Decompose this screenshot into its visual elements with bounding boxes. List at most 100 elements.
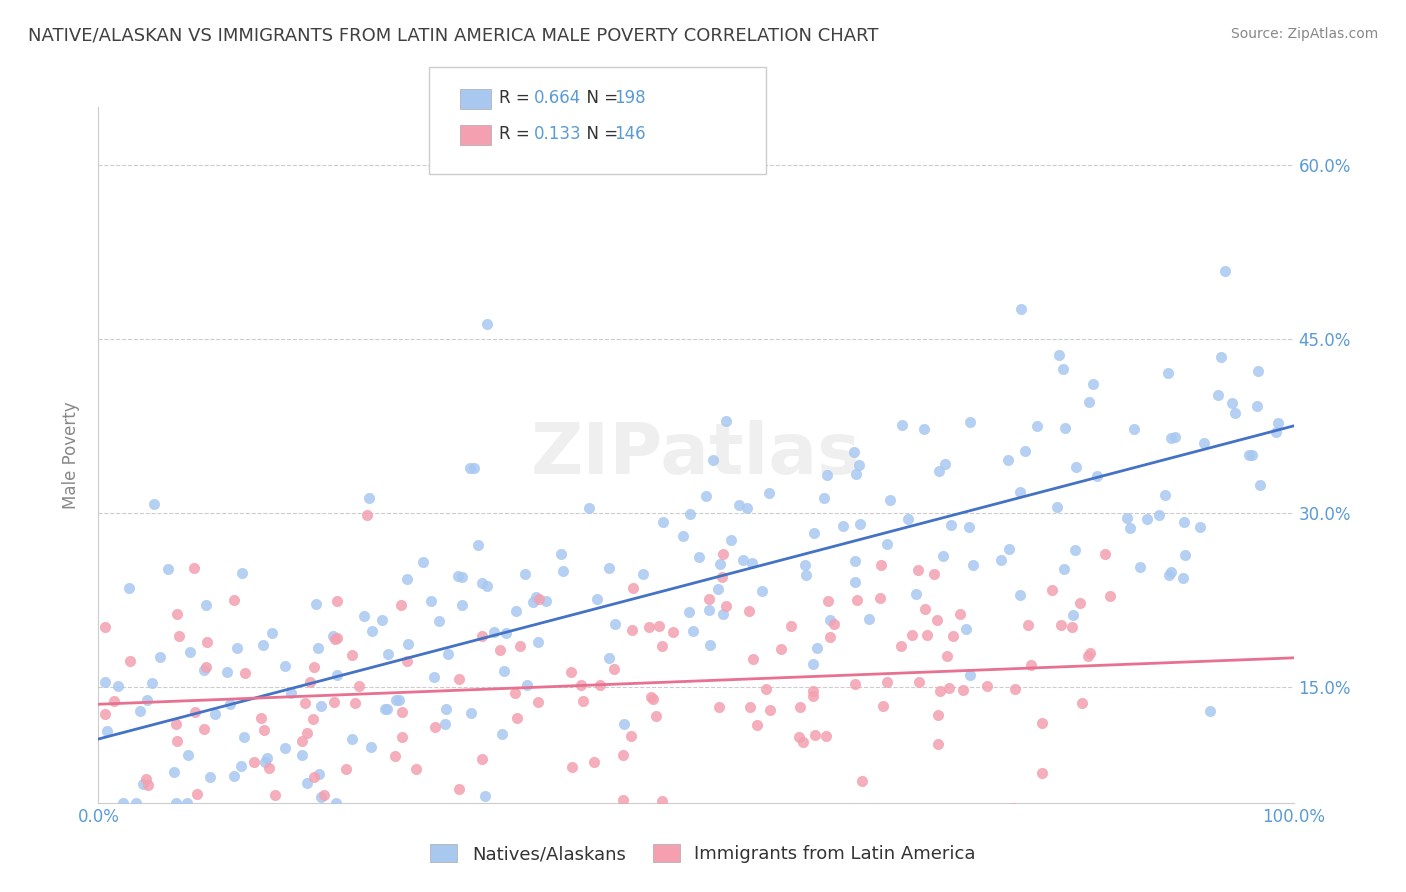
Point <box>298 675 321 690</box>
Point <box>385 807 408 822</box>
Point <box>806 640 828 655</box>
Point <box>759 702 782 716</box>
Point <box>194 660 217 674</box>
Point <box>1159 568 1181 582</box>
Point <box>233 730 256 744</box>
Point <box>302 660 325 674</box>
Point <box>1222 396 1244 410</box>
Point <box>633 566 655 581</box>
Point <box>1246 400 1268 414</box>
Point <box>792 735 814 749</box>
Point <box>340 732 363 747</box>
Point <box>1046 500 1069 514</box>
Point <box>149 649 172 664</box>
Point <box>959 668 981 682</box>
Text: 146: 146 <box>614 125 645 143</box>
Point <box>957 520 980 534</box>
Point <box>758 486 780 500</box>
Point <box>307 641 329 656</box>
Point <box>274 659 297 673</box>
Text: Source: ZipAtlas.com: Source: ZipAtlas.com <box>1230 27 1378 41</box>
Point <box>107 679 129 693</box>
Point <box>505 604 527 618</box>
Point <box>360 740 382 755</box>
Point <box>451 599 474 613</box>
Point <box>755 682 778 697</box>
Point <box>820 630 842 644</box>
Point <box>651 639 673 653</box>
Text: 198: 198 <box>614 89 645 107</box>
Text: 0.664: 0.664 <box>534 89 582 107</box>
Point <box>586 592 609 607</box>
Point <box>598 651 620 665</box>
Point <box>474 789 496 804</box>
Point <box>823 616 845 631</box>
Point <box>876 675 898 690</box>
Point <box>391 730 413 744</box>
Point <box>844 677 866 691</box>
Point <box>583 756 606 770</box>
Point <box>359 491 381 506</box>
Point <box>166 607 188 621</box>
Point <box>1192 436 1215 450</box>
Point <box>219 697 242 711</box>
Point <box>1171 571 1194 585</box>
Point <box>1031 765 1053 780</box>
Point <box>183 561 205 575</box>
Point <box>560 665 582 679</box>
Point <box>166 733 188 747</box>
Point <box>709 557 731 571</box>
Point <box>714 414 737 428</box>
Point <box>1083 377 1105 392</box>
Point <box>735 500 758 515</box>
Point <box>1042 583 1064 598</box>
Point <box>136 693 159 707</box>
Point <box>907 563 929 577</box>
Point <box>832 519 855 533</box>
Point <box>1246 364 1268 378</box>
Point <box>651 794 673 808</box>
Point <box>959 416 981 430</box>
Point <box>274 741 297 756</box>
Point <box>252 638 274 652</box>
Point <box>849 517 872 532</box>
Point <box>225 640 247 655</box>
Point <box>96 724 118 739</box>
Point <box>934 457 956 471</box>
Point <box>711 607 734 621</box>
Text: NATIVE/ALASKAN VS IMMIGRANTS FROM LATIN AMERICA MALE POVERTY CORRELATION CHART: NATIVE/ALASKAN VS IMMIGRANTS FROM LATIN … <box>28 27 879 45</box>
Point <box>890 417 912 432</box>
Point <box>550 547 572 561</box>
Point <box>377 702 399 716</box>
Point <box>471 628 494 642</box>
Point <box>1085 468 1108 483</box>
Point <box>492 664 515 678</box>
Point <box>125 796 148 810</box>
Point <box>842 445 865 459</box>
Point <box>621 581 644 595</box>
Point <box>1160 566 1182 580</box>
Point <box>565 807 588 822</box>
Point <box>1047 348 1070 362</box>
Text: N =: N = <box>576 125 624 143</box>
Point <box>1267 417 1289 431</box>
Point <box>938 681 960 696</box>
Point <box>447 673 470 687</box>
Point <box>1025 419 1047 434</box>
Point <box>179 645 201 659</box>
Point <box>1249 478 1271 492</box>
Point <box>648 618 671 632</box>
Point <box>814 730 837 744</box>
Point <box>136 778 159 792</box>
Point <box>1198 704 1220 718</box>
Point <box>990 553 1012 567</box>
Point <box>1129 560 1152 574</box>
Point <box>1213 263 1236 277</box>
Point <box>928 684 950 698</box>
Point <box>695 489 717 503</box>
Point <box>1154 488 1177 502</box>
Point <box>801 657 824 671</box>
Point <box>1050 617 1073 632</box>
Point <box>1064 459 1087 474</box>
Point <box>780 618 803 632</box>
